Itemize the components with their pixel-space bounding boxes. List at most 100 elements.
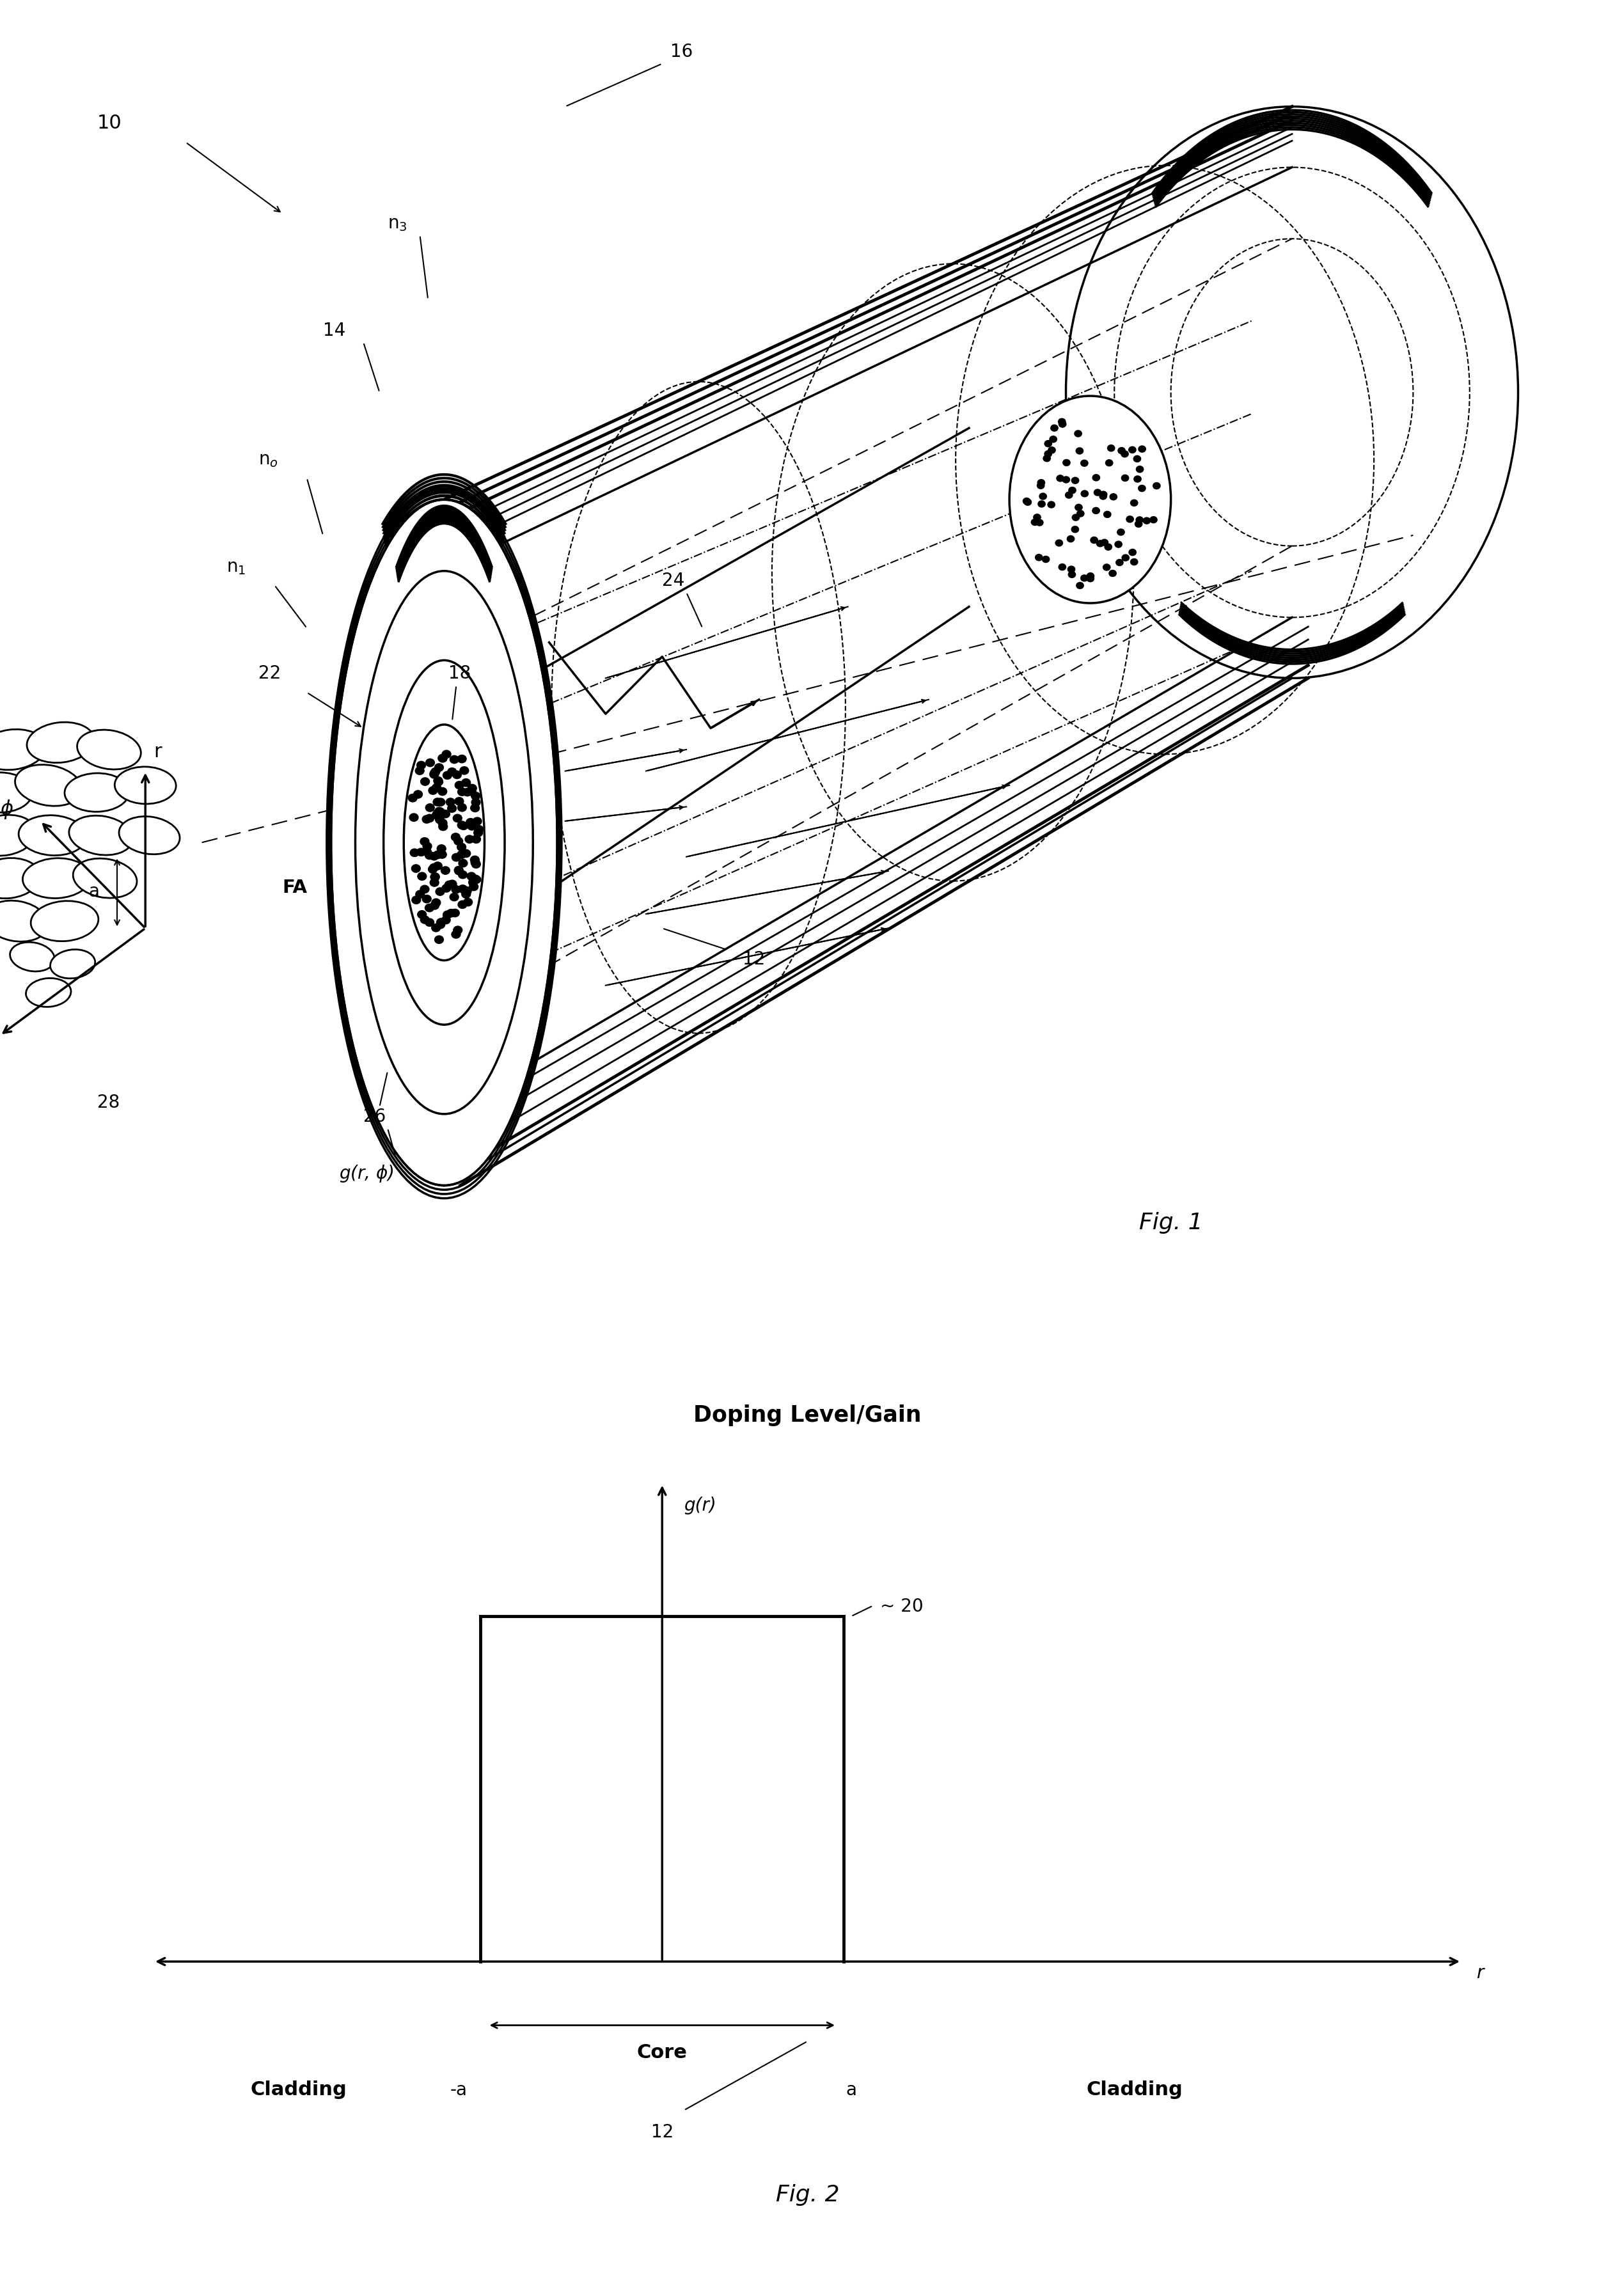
Circle shape bbox=[462, 850, 470, 859]
Circle shape bbox=[457, 822, 467, 829]
Circle shape bbox=[472, 836, 481, 843]
Circle shape bbox=[1043, 455, 1050, 461]
Text: Doping Level/Gain: Doping Level/Gain bbox=[693, 1405, 922, 1426]
Circle shape bbox=[1100, 494, 1106, 501]
Circle shape bbox=[415, 767, 425, 776]
Circle shape bbox=[1059, 422, 1066, 427]
Circle shape bbox=[462, 886, 472, 895]
Circle shape bbox=[472, 877, 481, 884]
Circle shape bbox=[1048, 448, 1056, 455]
Circle shape bbox=[1122, 556, 1129, 563]
Ellipse shape bbox=[0, 730, 45, 771]
Circle shape bbox=[454, 868, 464, 875]
Circle shape bbox=[1080, 491, 1089, 498]
Text: 12: 12 bbox=[651, 2124, 673, 2140]
Circle shape bbox=[425, 918, 434, 928]
Circle shape bbox=[455, 781, 464, 790]
Circle shape bbox=[454, 866, 464, 875]
Circle shape bbox=[451, 833, 460, 840]
Circle shape bbox=[462, 891, 470, 898]
Circle shape bbox=[1076, 448, 1084, 455]
Text: Cladding: Cladding bbox=[1087, 2080, 1182, 2099]
Ellipse shape bbox=[15, 765, 82, 806]
Circle shape bbox=[1077, 512, 1084, 517]
Circle shape bbox=[1139, 487, 1145, 491]
Circle shape bbox=[430, 863, 438, 872]
Circle shape bbox=[426, 760, 434, 767]
Text: 22: 22 bbox=[258, 664, 281, 682]
Circle shape bbox=[447, 769, 457, 776]
Circle shape bbox=[413, 790, 423, 799]
Ellipse shape bbox=[50, 951, 95, 978]
Circle shape bbox=[425, 804, 434, 813]
Circle shape bbox=[1050, 436, 1056, 443]
Circle shape bbox=[1040, 494, 1047, 501]
Circle shape bbox=[1045, 452, 1051, 457]
Circle shape bbox=[1100, 491, 1106, 498]
Circle shape bbox=[436, 889, 444, 895]
Circle shape bbox=[434, 808, 444, 815]
Ellipse shape bbox=[1009, 397, 1171, 604]
Circle shape bbox=[472, 861, 481, 868]
Circle shape bbox=[1068, 567, 1076, 574]
Circle shape bbox=[472, 799, 480, 806]
Circle shape bbox=[1045, 441, 1051, 448]
Circle shape bbox=[431, 900, 441, 907]
Circle shape bbox=[1063, 478, 1069, 484]
Ellipse shape bbox=[1066, 108, 1518, 680]
Circle shape bbox=[423, 843, 431, 850]
Text: n$_3$: n$_3$ bbox=[388, 216, 407, 232]
Circle shape bbox=[460, 767, 468, 774]
Circle shape bbox=[438, 755, 447, 762]
Circle shape bbox=[1118, 530, 1124, 535]
Circle shape bbox=[415, 891, 425, 898]
Circle shape bbox=[452, 854, 460, 861]
Circle shape bbox=[436, 918, 446, 928]
Circle shape bbox=[430, 879, 439, 886]
Circle shape bbox=[451, 755, 459, 765]
Circle shape bbox=[430, 902, 439, 909]
Circle shape bbox=[1093, 489, 1101, 496]
Circle shape bbox=[434, 778, 443, 785]
Circle shape bbox=[459, 886, 467, 893]
Circle shape bbox=[418, 912, 426, 918]
Text: 10: 10 bbox=[97, 115, 121, 133]
Circle shape bbox=[1106, 459, 1113, 466]
Circle shape bbox=[1072, 514, 1079, 521]
Circle shape bbox=[460, 886, 468, 895]
Circle shape bbox=[436, 815, 444, 824]
Circle shape bbox=[1105, 544, 1111, 551]
Ellipse shape bbox=[0, 859, 40, 898]
Circle shape bbox=[1116, 560, 1122, 567]
Circle shape bbox=[428, 866, 438, 872]
Text: a: a bbox=[846, 2080, 856, 2099]
Text: r: r bbox=[1476, 1963, 1484, 1981]
Circle shape bbox=[438, 852, 447, 859]
Circle shape bbox=[1058, 418, 1066, 425]
Circle shape bbox=[1066, 491, 1072, 498]
Circle shape bbox=[468, 785, 476, 792]
Circle shape bbox=[1038, 501, 1045, 507]
Circle shape bbox=[454, 815, 462, 822]
Circle shape bbox=[467, 822, 476, 831]
Text: a: a bbox=[89, 882, 100, 900]
Circle shape bbox=[430, 769, 439, 778]
Circle shape bbox=[444, 882, 454, 889]
Text: n$_1$: n$_1$ bbox=[226, 558, 245, 576]
Circle shape bbox=[438, 755, 447, 762]
Circle shape bbox=[459, 822, 468, 831]
Ellipse shape bbox=[0, 815, 36, 856]
Circle shape bbox=[1069, 487, 1076, 494]
Circle shape bbox=[1103, 512, 1111, 519]
Circle shape bbox=[1059, 565, 1066, 572]
Circle shape bbox=[1074, 432, 1082, 436]
Text: 16: 16 bbox=[670, 44, 693, 62]
Ellipse shape bbox=[120, 817, 179, 854]
Circle shape bbox=[1068, 572, 1076, 579]
Circle shape bbox=[465, 836, 473, 843]
Circle shape bbox=[462, 778, 470, 788]
Ellipse shape bbox=[355, 572, 533, 1114]
Circle shape bbox=[457, 843, 467, 852]
Circle shape bbox=[459, 900, 467, 909]
Circle shape bbox=[1022, 498, 1030, 505]
